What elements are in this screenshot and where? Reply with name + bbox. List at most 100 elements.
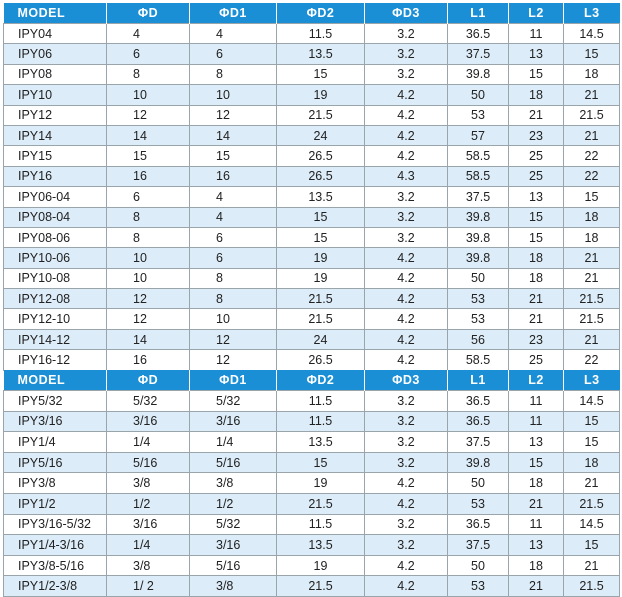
cell-model: IPY10-08	[3, 267, 107, 290]
header-l1: L1	[447, 3, 509, 24]
header-l3: L3	[563, 370, 620, 391]
table-row: IPY14-12 14 12 24 4.2 56 23 21	[3, 328, 620, 351]
cell-l1: 36.5	[447, 513, 509, 536]
cell-model: IPY3/16-5/32	[3, 513, 107, 536]
cell-l3: 15	[563, 186, 620, 208]
cell-l1: 37.5	[447, 431, 509, 453]
cell-l2: 11	[508, 390, 564, 412]
header-d3: ΦD3	[364, 370, 448, 391]
table-row: IPY1/4 1/4 1/4 13.5 3.2 37.5 13 15	[3, 431, 620, 453]
cell-model: IPY10	[3, 84, 107, 106]
cell-d3: 4.2	[364, 84, 448, 106]
cell-d: 3/8	[106, 554, 190, 577]
cell-d1: 4	[189, 186, 277, 208]
cell-l1: 37.5	[447, 186, 509, 208]
cell-l2: 18	[508, 247, 564, 269]
cell-d2: 26.5	[276, 165, 365, 188]
cell-d: 1/ 2	[106, 575, 190, 597]
header-row: MODEL ΦD ΦD1 ΦD2 ΦD3 L1 L2 L3	[3, 3, 620, 24]
cell-d1: 16	[189, 165, 277, 188]
cell-l1: 39.8	[447, 206, 509, 228]
cell-l3: 22	[563, 349, 620, 371]
cell-d2: 24	[276, 124, 365, 147]
header-d: ΦD	[106, 370, 190, 391]
cell-d: 14	[106, 124, 190, 147]
cell-d: 8	[106, 226, 190, 249]
cell-d: 1/4	[106, 534, 190, 556]
cell-l2: 23	[508, 124, 564, 147]
table-row: IPY12 12 12 21.5 4.2 53 21 21.5	[3, 104, 620, 126]
cell-model: IPY14-12	[3, 328, 107, 351]
cell-l1: 53	[447, 492, 509, 515]
cell-d3: 3.2	[364, 186, 448, 208]
cell-l1: 58.5	[447, 349, 509, 371]
cell-d: 6	[106, 186, 190, 208]
cell-d2: 15	[276, 63, 365, 86]
cell-l1: 50	[447, 267, 509, 290]
cell-l2: 18	[508, 84, 564, 106]
header-l2: L2	[508, 3, 564, 24]
cell-l1: 36.5	[447, 22, 509, 45]
cell-l3: 15	[563, 431, 620, 453]
header-l3: L3	[563, 3, 620, 24]
cell-d: 16	[106, 165, 190, 188]
cell-l3: 15	[563, 410, 620, 433]
table-row: IPY5/32 5/32 5/32 11.5 3.2 36.5 11 14.5	[3, 390, 620, 412]
cell-l1: 39.8	[447, 226, 509, 249]
cell-d3: 3.2	[364, 206, 448, 228]
cell-d1: 3/8	[189, 472, 277, 494]
cell-d1: 8	[189, 267, 277, 290]
cell-l2: 11	[508, 410, 564, 433]
header-d: ΦD	[106, 3, 190, 24]
inch-spec-table: MODEL ΦD ΦD1 ΦD2 ΦD3 L1 L2 L3 IPY5/32 5/3…	[3, 370, 620, 597]
cell-l3: 21.5	[563, 492, 620, 515]
table-body: IPY04 4 4 11.5 3.2 36.5 11 14.5 IPY06 6 6 13.5 3.2 37…	[3, 22, 620, 371]
cell-d3: 4.2	[364, 124, 448, 147]
cell-l2: 21	[508, 104, 564, 126]
cell-model: IPY1/4-3/16	[3, 534, 107, 556]
cell-l3: 21	[563, 267, 620, 290]
cell-model: IPY14	[3, 124, 107, 147]
cell-model: IPY5/16	[3, 451, 107, 474]
cell-l2: 21	[508, 288, 564, 310]
cell-d: 12	[106, 288, 190, 310]
cell-d: 8	[106, 63, 190, 86]
cell-d2: 11.5	[276, 390, 365, 412]
cell-d1: 5/32	[189, 390, 277, 412]
cell-d1: 6	[189, 43, 277, 65]
cell-d3: 3.2	[364, 22, 448, 45]
table-row: IPY12-10 12 10 21.5 4.2 53 21 21.5	[3, 308, 620, 330]
cell-d2: 21.5	[276, 288, 365, 310]
table-row: IPY10-06 10 6 19 4.2 39.8 18 21	[3, 247, 620, 269]
cell-d2: 13.5	[276, 43, 365, 65]
cell-d3: 4.2	[364, 308, 448, 330]
cell-l1: 37.5	[447, 43, 509, 65]
header-d2: ΦD2	[276, 370, 365, 391]
cell-model: IPY12-08	[3, 288, 107, 310]
table-body: IPY5/32 5/32 5/32 11.5 3.2 36.5 11 14.5 IPY3/16 3…	[3, 390, 620, 597]
cell-l2: 18	[508, 554, 564, 577]
table-row: IPY3/8-5/16 3/8 5/16 19 4.2 50 18 21	[3, 554, 620, 577]
header-d1: ΦD1	[189, 370, 277, 391]
cell-model: IPY04	[3, 22, 107, 45]
header-d1: ΦD1	[189, 3, 277, 24]
cell-d2: 11.5	[276, 22, 365, 45]
cell-d2: 21.5	[276, 308, 365, 330]
cell-d1: 10	[189, 308, 277, 330]
cell-d: 6	[106, 43, 190, 65]
cell-d1: 5/16	[189, 451, 277, 474]
cell-d2: 19	[276, 84, 365, 106]
cell-l3: 14.5	[563, 22, 620, 45]
cell-d2: 13.5	[276, 431, 365, 453]
cell-d3: 4.2	[364, 267, 448, 290]
cell-l1: 53	[447, 308, 509, 330]
table-row: IPY06 6 6 13.5 3.2 37.5 13 15	[3, 43, 620, 65]
cell-d3: 3.2	[364, 410, 448, 433]
cell-l1: 50	[447, 554, 509, 577]
table-row: IPY3/8 3/8 3/8 19 4.2 50 18 21	[3, 472, 620, 494]
cell-d3: 4.2	[364, 554, 448, 577]
cell-d2: 15	[276, 226, 365, 249]
cell-l2: 23	[508, 328, 564, 351]
cell-l2: 21	[508, 492, 564, 515]
cell-l3: 21.5	[563, 104, 620, 126]
